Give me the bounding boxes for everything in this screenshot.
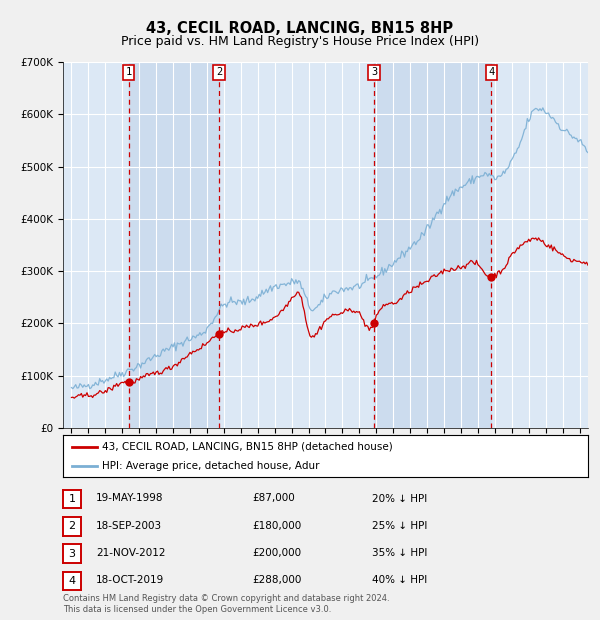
Text: 3: 3	[68, 549, 76, 559]
Bar	[128, 62, 219, 428]
Text: 25% ↓ HPI: 25% ↓ HPI	[372, 521, 427, 531]
Text: 43, CECIL ROAD, LANCING, BN15 8HP (detached house): 43, CECIL ROAD, LANCING, BN15 8HP (detac…	[103, 441, 393, 451]
Text: 18-OCT-2019: 18-OCT-2019	[96, 575, 164, 585]
Text: 2: 2	[216, 68, 222, 78]
Text: HPI: Average price, detached house, Adur: HPI: Average price, detached house, Adur	[103, 461, 320, 471]
Text: 1: 1	[125, 68, 132, 78]
Text: This data is licensed under the Open Government Licence v3.0.: This data is licensed under the Open Gov…	[63, 604, 331, 614]
Text: 43, CECIL ROAD, LANCING, BN15 8HP: 43, CECIL ROAD, LANCING, BN15 8HP	[146, 21, 454, 36]
Text: 4: 4	[68, 576, 76, 586]
Text: 1: 1	[68, 494, 76, 504]
Text: 35% ↓ HPI: 35% ↓ HPI	[372, 548, 427, 558]
Text: £288,000: £288,000	[252, 575, 301, 585]
Text: 20% ↓ HPI: 20% ↓ HPI	[372, 494, 427, 503]
Text: £200,000: £200,000	[252, 548, 301, 558]
Text: £87,000: £87,000	[252, 494, 295, 503]
Text: 40% ↓ HPI: 40% ↓ HPI	[372, 575, 427, 585]
Text: £180,000: £180,000	[252, 521, 301, 531]
Text: 3: 3	[371, 68, 377, 78]
Bar	[374, 62, 491, 428]
Text: Price paid vs. HM Land Registry's House Price Index (HPI): Price paid vs. HM Land Registry's House …	[121, 35, 479, 48]
Text: Contains HM Land Registry data © Crown copyright and database right 2024.: Contains HM Land Registry data © Crown c…	[63, 593, 389, 603]
Text: 18-SEP-2003: 18-SEP-2003	[96, 521, 162, 531]
Text: 2: 2	[68, 521, 76, 531]
Text: 4: 4	[488, 68, 494, 78]
Text: 19-MAY-1998: 19-MAY-1998	[96, 494, 163, 503]
Text: 21-NOV-2012: 21-NOV-2012	[96, 548, 166, 558]
